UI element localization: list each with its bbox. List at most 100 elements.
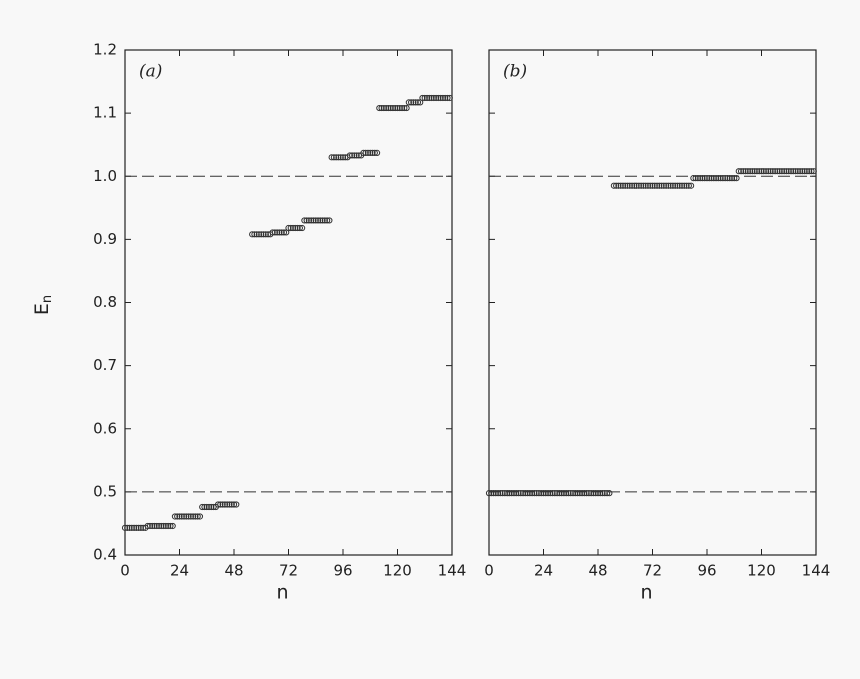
data-point: [579, 490, 586, 497]
data-point: [348, 152, 356, 159]
data-point: [351, 152, 358, 159]
data-point: [678, 182, 686, 189]
data-point: [442, 94, 449, 102]
data-point: [697, 175, 704, 182]
y-tick-label: 0.4: [93, 546, 117, 564]
data-point: [319, 217, 326, 224]
data-point: [606, 490, 613, 497]
data-point: [581, 490, 588, 497]
data-point: [708, 175, 715, 182]
data-point: [394, 104, 401, 112]
data-point: [787, 168, 795, 175]
data-point: [653, 182, 661, 189]
y-label-main: E: [31, 303, 53, 315]
data-point: [383, 104, 390, 112]
data-point: [613, 182, 620, 189]
data-point: [210, 503, 217, 511]
data-point: [165, 522, 172, 530]
data-point: [226, 501, 233, 508]
x-tick-label: 96: [333, 562, 352, 580]
data-point: [540, 490, 547, 497]
data-point: [806, 168, 813, 175]
y-tick-label: 1.0: [93, 167, 117, 185]
data-point: [435, 94, 442, 102]
y-tick-label: 0.8: [93, 293, 117, 311]
data-point: [274, 229, 281, 236]
data-point: [346, 152, 353, 159]
data-point: [180, 513, 188, 520]
data-point: [790, 168, 797, 175]
data-point: [603, 490, 611, 497]
data-point: [631, 182, 638, 189]
data-point: [373, 149, 381, 156]
data-point: [171, 513, 179, 520]
data-point: [380, 104, 387, 112]
data-point: [647, 182, 654, 189]
data-point: [799, 168, 806, 175]
data-point: [651, 182, 658, 189]
data-point: [751, 168, 758, 175]
data-point: [258, 231, 265, 238]
data-point: [656, 182, 663, 189]
data-point: [737, 168, 745, 175]
data-point: [301, 217, 308, 224]
y-label-subscript: n: [40, 295, 55, 303]
data-point: [619, 182, 627, 189]
data-point: [808, 168, 815, 175]
data-point: [326, 217, 333, 224]
data-point: [369, 149, 376, 156]
data-point: [190, 513, 197, 520]
y-axis-label: En: [31, 295, 55, 315]
data-point: [760, 168, 767, 175]
data-point: [522, 490, 529, 497]
data-point: [504, 490, 511, 497]
data-point: [294, 224, 301, 232]
data-point: [742, 168, 749, 175]
data-point: [624, 182, 631, 189]
data-point: [529, 490, 536, 497]
y-tick-label: 0.6: [93, 419, 117, 437]
data-point: [617, 182, 624, 189]
data-point: [124, 524, 131, 531]
data-point: [622, 182, 629, 189]
data-point: [510, 490, 518, 497]
data-point: [597, 490, 604, 497]
data-point: [330, 154, 338, 161]
data-point: [439, 94, 447, 102]
data-point: [385, 104, 392, 112]
data-point: [676, 182, 683, 189]
data-point: [280, 229, 288, 236]
data-point: [312, 217, 319, 224]
data-point: [674, 182, 681, 189]
data-point: [224, 501, 231, 508]
data-point: [324, 217, 331, 224]
data-point: [233, 501, 240, 508]
data-point: [699, 175, 706, 182]
data-point: [296, 224, 303, 232]
data-point: [249, 231, 256, 238]
data-point: [767, 168, 774, 175]
data-point: [758, 168, 765, 175]
data-point: [362, 149, 369, 156]
data-point: [314, 217, 322, 224]
data-point: [364, 149, 372, 156]
data-point: [292, 224, 299, 232]
x-tick-label: 72: [643, 562, 662, 580]
data-point: [137, 524, 144, 531]
data-point: [724, 175, 731, 182]
data-point: [299, 224, 306, 232]
panel-label: (b): [503, 62, 527, 82]
x-axis-label: n: [640, 582, 652, 604]
data-point: [715, 175, 722, 182]
data-point: [574, 490, 581, 497]
data-point: [260, 231, 267, 238]
data-point: [219, 501, 226, 508]
data-point: [194, 513, 201, 520]
x-tick-label: 24: [534, 562, 553, 580]
panel-label: (a): [139, 62, 162, 82]
data-point: [423, 94, 431, 102]
data-point: [642, 182, 649, 189]
data-point: [776, 168, 783, 175]
data-point: [437, 94, 444, 102]
